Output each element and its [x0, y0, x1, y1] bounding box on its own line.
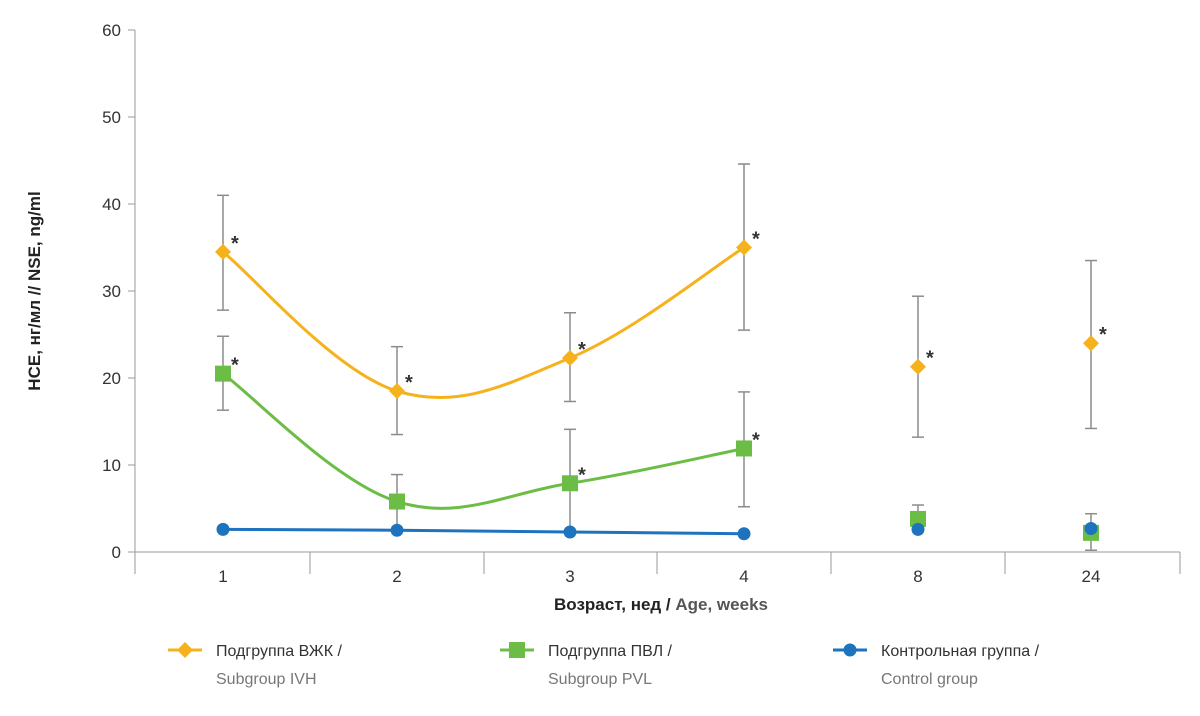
control-data-point [1084, 522, 1098, 536]
control-data-point [216, 522, 230, 536]
pvl-data-point [215, 365, 231, 382]
y-tick-label: 40 [102, 195, 121, 214]
ivh-series-line [222, 246, 745, 400]
x-tick-label: 8 [913, 567, 922, 586]
error-bars-layer [217, 163, 1097, 552]
ivh-data-point [736, 239, 752, 256]
ivh-significance-marker: * [752, 229, 760, 251]
control-data-point [563, 525, 577, 539]
pvl-significance-marker: * [578, 464, 586, 486]
ivh-significance-marker: * [1099, 324, 1107, 346]
y-tick-label: 20 [102, 369, 121, 388]
ivh-legend-label-en: Subgroup IVH [216, 671, 317, 688]
legend: Подгруппа ВЖК / Subgroup IVH Подгруппа ПВЛ… [168, 642, 1040, 688]
x-axis-title-ru: Возраст, нед / [554, 595, 675, 614]
pvl-legend-label-en: Subgroup PVL [548, 671, 652, 688]
pvl-series-line [222, 372, 745, 510]
ivh-data-point [1083, 335, 1099, 352]
ivh-significance-marker: * [578, 339, 586, 361]
x-tick-label: 4 [739, 567, 748, 586]
y-tick-label: 0 [112, 543, 121, 562]
ivh-data-point [910, 358, 926, 375]
y-axis-title: НСЕ, нг/мл // NSE, ng/ml [25, 191, 44, 390]
pvl-legend-marker [509, 642, 525, 658]
ivh-significance-marker: * [405, 372, 413, 394]
control-legend-label-en: Control group [881, 671, 978, 688]
control-legend-marker [843, 643, 857, 657]
control-legend-label-ru: Контрольная группа / [881, 643, 1040, 660]
ivh-data-point [215, 243, 231, 260]
pvl-data-point [389, 493, 405, 510]
axes-layer: 0 10 20 30 40 50 60 1 2 3 4 8 24 НСЕ, нг/мл // NSE, n… [25, 21, 1181, 614]
labels-layer: * * * * * * * * * [231, 229, 1107, 487]
control-data-point [737, 527, 751, 541]
ivh-significance-marker: * [231, 233, 239, 255]
ivh-legend-label-ru: Подгруппа ВЖК / [216, 643, 342, 660]
control-data-point [390, 523, 404, 537]
markers-layer [215, 239, 1099, 541]
x-tick-label: 1 [218, 567, 227, 586]
pvl-data-point [562, 475, 578, 492]
control-data-point [911, 522, 925, 536]
y-tick-label: 10 [102, 456, 121, 475]
x-tick-label: 24 [1082, 567, 1101, 586]
x-tick-label: 3 [565, 567, 574, 586]
y-tick-label: 50 [102, 108, 121, 127]
pvl-data-point [910, 510, 926, 527]
x-tick-label: 2 [392, 567, 401, 586]
pvl-data-point [736, 440, 752, 457]
ivh-data-point [389, 383, 405, 400]
ivh-legend-marker [177, 642, 193, 658]
series-lines-layer [222, 246, 745, 536]
x-axis-title: Возраст, нед / Age, weeks [554, 595, 768, 614]
pvl-significance-marker: * [752, 429, 760, 451]
y-tick-label: 30 [102, 282, 121, 301]
control-series-line [222, 527, 745, 536]
y-tick-label: 60 [102, 21, 121, 40]
ivh-significance-marker: * [926, 348, 934, 370]
x-axis-title-en: Age, weeks [675, 595, 768, 614]
pvl-significance-marker: * [231, 355, 239, 377]
pvl-legend-label-ru: Подгруппа ПВЛ / [548, 643, 673, 660]
ivh-data-point [562, 349, 578, 366]
